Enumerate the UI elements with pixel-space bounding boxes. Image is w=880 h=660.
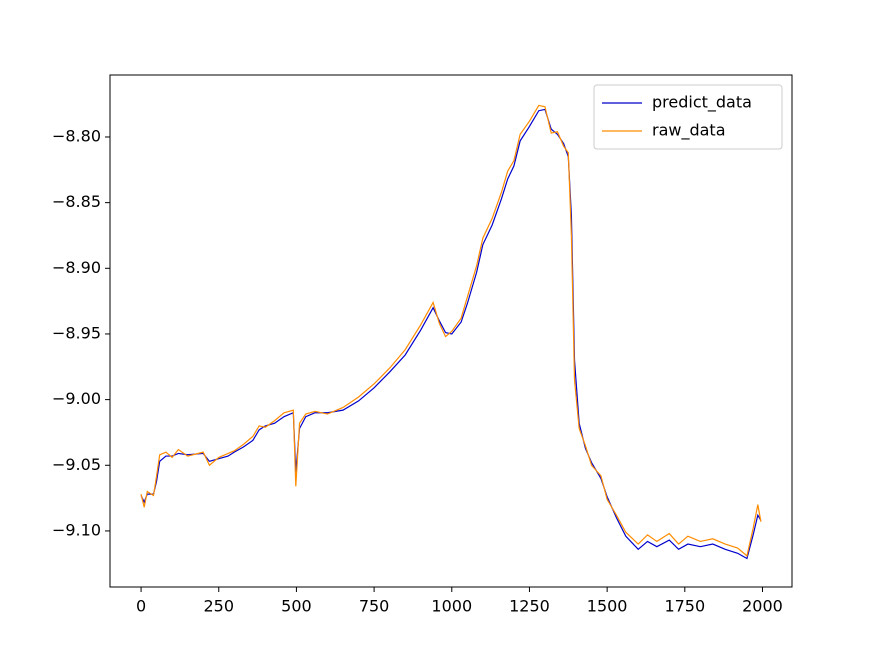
y-tick-label: −9.00 [52,389,101,408]
x-tick-label: 500 [281,597,312,616]
series-line [140,104,762,557]
y-tick-label: −9.05 [52,455,101,474]
series-line [140,108,762,560]
x-tick-label: 250 [203,597,234,616]
y-tick-label: −8.85 [52,192,101,211]
x-tick-label: 750 [359,597,390,616]
legend-label: raw_data [652,121,726,141]
x-tick-label: 1000 [431,597,472,616]
y-tick-label: −9.10 [52,520,101,539]
x-tick-label: 0 [136,597,146,616]
plot-frame [109,74,793,588]
y-tick-label: −8.95 [52,323,101,342]
y-tick-label: −8.90 [52,258,101,277]
x-tick-label: 2000 [742,597,783,616]
legend-label: predict_data [652,93,752,113]
x-tick-label: 1250 [509,597,550,616]
legend-box [593,84,783,150]
x-tick-label: 1750 [664,597,705,616]
y-tick-label: −8.80 [52,126,101,145]
x-tick-label: 1500 [587,597,628,616]
